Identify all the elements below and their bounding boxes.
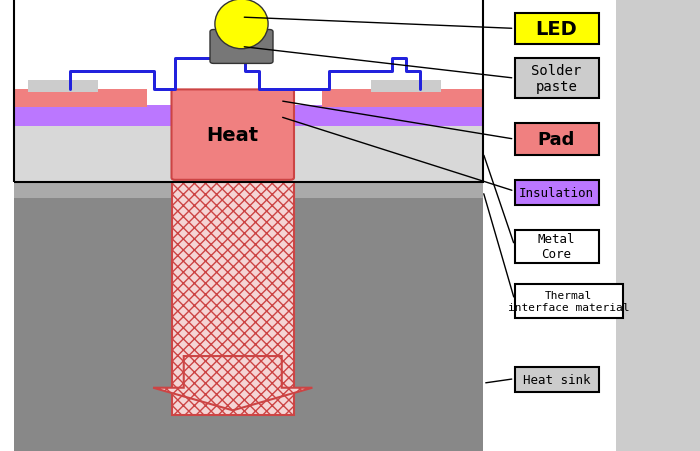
Bar (372, 198, 400, 451)
Bar (400, 198, 428, 451)
Bar (290, 198, 318, 451)
Bar (428, 198, 456, 451)
Bar (14, 178, 483, 198)
Bar (172, 183, 294, 415)
Text: Insulation: Insulation (519, 186, 594, 199)
Bar (28, 81, 98, 92)
Bar (514, 59, 598, 99)
Text: Thermal
interface material: Thermal interface material (508, 290, 629, 312)
Text: Solder
paste: Solder paste (531, 64, 582, 94)
Bar (69, 198, 97, 451)
Bar (14, 198, 41, 451)
Bar (456, 198, 483, 451)
Bar (14, 90, 147, 108)
Bar (318, 198, 345, 451)
FancyBboxPatch shape (172, 90, 294, 180)
Bar (125, 198, 152, 451)
Bar (616, 0, 700, 451)
Bar (514, 124, 598, 156)
FancyBboxPatch shape (210, 30, 273, 64)
Bar (345, 198, 372, 451)
Bar (41, 198, 69, 451)
Text: Heat sink: Heat sink (523, 373, 590, 387)
Bar (371, 81, 441, 92)
Bar (14, 124, 483, 183)
Bar (234, 198, 262, 451)
Bar (514, 14, 598, 45)
Bar (207, 198, 234, 451)
Text: Pad: Pad (538, 131, 575, 149)
Text: LED: LED (536, 20, 578, 39)
Ellipse shape (215, 0, 268, 50)
Bar (97, 198, 125, 451)
Bar (514, 180, 598, 205)
Bar (514, 284, 623, 318)
Bar (14, 0, 483, 183)
Polygon shape (153, 356, 312, 410)
Bar (179, 198, 207, 451)
Text: Metal
Core: Metal Core (538, 233, 575, 261)
Bar (14, 106, 483, 126)
Bar (262, 198, 290, 451)
Bar (514, 368, 598, 392)
Bar (514, 230, 598, 264)
Bar (322, 90, 483, 108)
Text: Heat: Heat (206, 126, 258, 145)
Bar (152, 198, 179, 451)
Bar (14, 189, 483, 451)
